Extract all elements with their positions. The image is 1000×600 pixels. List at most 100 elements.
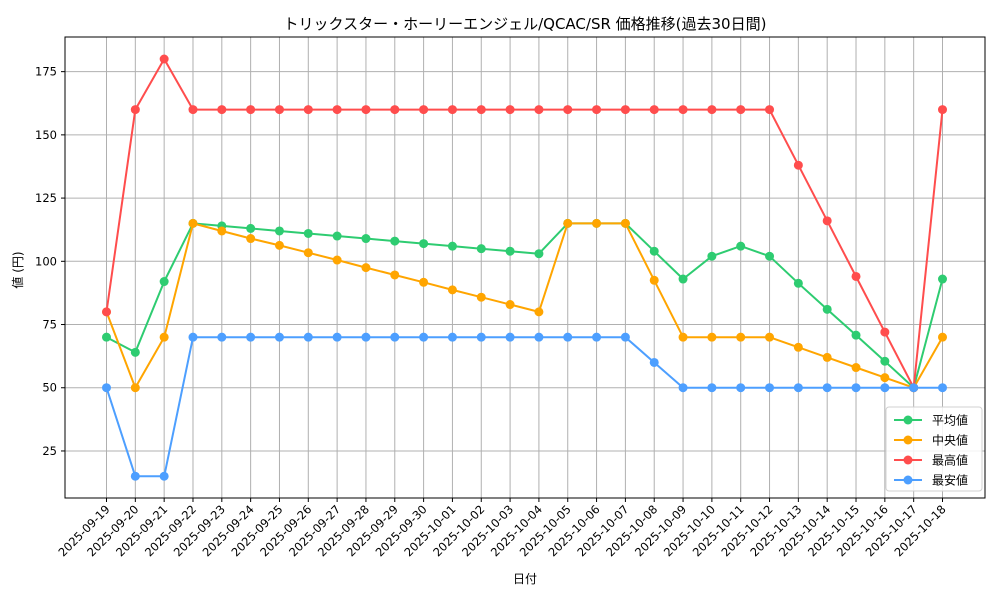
- data-point-marker: [707, 332, 717, 342]
- series-line: [106, 222, 944, 389]
- data-point-marker: [707, 383, 717, 393]
- data-point-marker: [620, 332, 630, 342]
- data-point-marker: [822, 216, 832, 226]
- data-point-marker: [851, 383, 861, 393]
- data-point-marker: [793, 160, 803, 170]
- data-point-marker: [505, 246, 515, 256]
- data-point-marker: [159, 277, 169, 287]
- data-point-marker: [274, 105, 284, 115]
- data-point-marker: [246, 223, 256, 233]
- data-point-marker: [419, 277, 429, 287]
- data-point-marker: [822, 304, 832, 314]
- data-point-marker: [765, 105, 775, 115]
- data-point-marker: [649, 275, 659, 285]
- series-最安値: [102, 332, 947, 481]
- y-tick-label: 100: [35, 254, 57, 268]
- data-point-marker: [390, 105, 400, 115]
- data-point-marker: [592, 218, 602, 228]
- y-axis: 25 50 75 100 125 150 175: [35, 65, 65, 458]
- data-point-marker: [447, 285, 457, 295]
- data-point-marker: [505, 300, 515, 310]
- x-axis-label: 日付: [513, 572, 537, 586]
- data-point-marker: [736, 241, 746, 251]
- data-point-marker: [130, 383, 140, 393]
- data-point-marker: [793, 383, 803, 393]
- data-point-marker: [188, 105, 198, 115]
- data-point-marker: [303, 248, 313, 258]
- data-point-marker: [159, 332, 169, 342]
- data-point-marker: [678, 105, 688, 115]
- data-point-marker: [130, 105, 140, 115]
- data-point-marker: [274, 332, 284, 342]
- data-point-marker: [563, 332, 573, 342]
- y-tick-label: 50: [42, 381, 57, 395]
- data-point-marker: [390, 236, 400, 246]
- data-point-marker: [246, 105, 256, 115]
- data-point-marker: [419, 105, 429, 115]
- data-point-marker: [534, 249, 544, 259]
- data-point-marker: [390, 270, 400, 280]
- data-point-marker: [217, 105, 227, 115]
- data-point-marker: [736, 332, 746, 342]
- data-point-marker: [534, 307, 544, 317]
- data-point-marker: [880, 327, 890, 337]
- data-point-marker: [678, 383, 688, 393]
- data-point-marker: [938, 332, 947, 342]
- y-tick-label: 125: [35, 191, 57, 205]
- data-point-marker: [592, 332, 602, 342]
- series-line: [105, 58, 944, 389]
- y-tick-label: 175: [35, 65, 57, 79]
- plot-frame: [64, 36, 986, 499]
- series-line: [105, 222, 944, 389]
- data-point-marker: [649, 105, 659, 115]
- data-point-marker: [765, 332, 775, 342]
- data-point-marker: [563, 105, 573, 115]
- data-point-marker: [793, 278, 803, 288]
- y-tick-label: 150: [35, 128, 57, 142]
- data-point-marker: [332, 332, 342, 342]
- chart-title: トリックスター・ホーリーエンジェル/QCAC/SR 価格推移(過去30日間): [284, 15, 767, 33]
- data-point-marker: [649, 246, 659, 256]
- series-line: [105, 336, 943, 478]
- data-point-marker: [938, 274, 947, 284]
- data-point-marker: [880, 373, 890, 383]
- y-axis-label: 値 (円): [10, 251, 25, 288]
- data-point-marker: [476, 292, 486, 302]
- data-point-marker: [447, 241, 457, 251]
- data-point-marker: [534, 332, 544, 342]
- data-point-marker: [678, 274, 688, 284]
- legend-item: 平均値: [894, 413, 968, 428]
- data-point-marker: [765, 383, 775, 393]
- data-point-marker: [505, 332, 515, 342]
- data-point-marker: [707, 105, 717, 115]
- series-平均値: [102, 218, 947, 393]
- data-point-marker: [130, 471, 140, 481]
- data-point-marker: [303, 228, 313, 238]
- data-point-marker: [505, 105, 515, 115]
- x-axis: 2025-09-192025-09-202025-09-212025-09-22…: [55, 498, 949, 559]
- data-point-marker: [390, 332, 400, 342]
- data-point-marker: [476, 244, 486, 254]
- grid: [65, 37, 985, 498]
- y-tick-label: 75: [42, 318, 57, 332]
- data-point-marker: [851, 330, 861, 340]
- data-point-marker: [217, 226, 227, 236]
- series-最高値: [102, 54, 947, 393]
- data-point-marker: [246, 332, 256, 342]
- data-point-marker: [159, 54, 169, 64]
- data-point-marker: [361, 332, 371, 342]
- data-point-marker: [476, 332, 486, 342]
- data-point-marker: [102, 332, 111, 342]
- legend-marker-icon: [903, 435, 913, 445]
- legend-item: 最高値: [894, 453, 968, 468]
- data-point-marker: [332, 231, 342, 241]
- legend-marker-icon: [903, 475, 913, 485]
- data-point-marker: [736, 105, 746, 115]
- data-point-marker: [447, 332, 457, 342]
- data-point-marker: [188, 218, 198, 228]
- legend-label: 平均値: [932, 413, 968, 428]
- data-point-marker: [765, 251, 775, 261]
